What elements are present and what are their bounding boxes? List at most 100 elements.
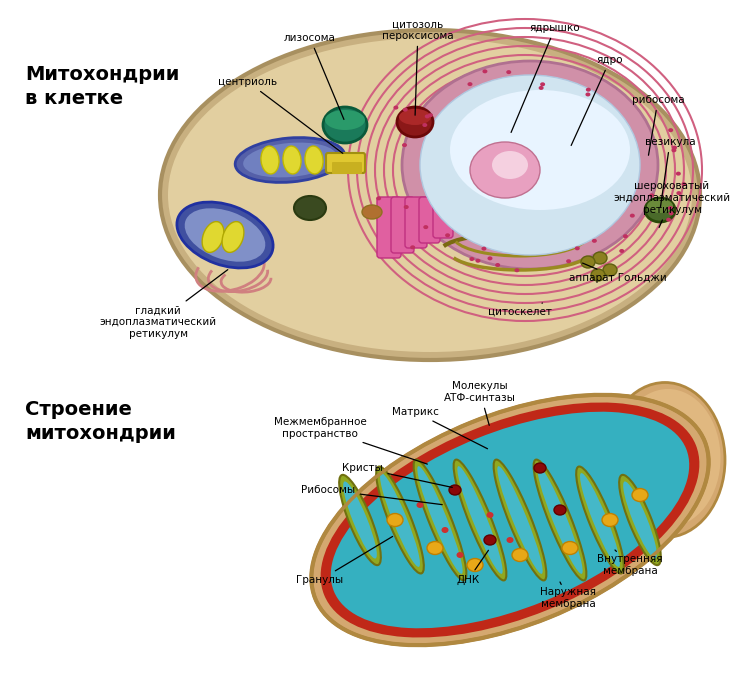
Ellipse shape <box>507 537 514 543</box>
Ellipse shape <box>645 198 675 222</box>
Text: Митохондрии
в клетке: Митохондрии в клетке <box>25 65 180 108</box>
Ellipse shape <box>566 259 571 263</box>
Ellipse shape <box>420 75 640 255</box>
Text: ядрышко: ядрышко <box>511 23 581 132</box>
Ellipse shape <box>325 110 365 130</box>
Ellipse shape <box>497 466 543 574</box>
Ellipse shape <box>323 107 367 143</box>
Ellipse shape <box>592 239 597 242</box>
Ellipse shape <box>445 234 450 237</box>
Ellipse shape <box>512 549 528 562</box>
Ellipse shape <box>615 389 720 527</box>
Ellipse shape <box>534 463 546 473</box>
Ellipse shape <box>619 249 624 253</box>
Ellipse shape <box>468 82 472 86</box>
Ellipse shape <box>311 395 708 645</box>
Ellipse shape <box>417 502 423 508</box>
FancyBboxPatch shape <box>332 162 362 174</box>
Ellipse shape <box>403 108 408 112</box>
Ellipse shape <box>487 512 493 518</box>
Ellipse shape <box>222 221 244 252</box>
Text: Рибосомы: Рибосомы <box>301 485 442 505</box>
Ellipse shape <box>339 475 381 565</box>
FancyBboxPatch shape <box>405 197 427 248</box>
Ellipse shape <box>376 197 381 201</box>
Ellipse shape <box>681 182 687 186</box>
Text: везикула: везикула <box>644 137 696 208</box>
Ellipse shape <box>493 460 547 580</box>
Ellipse shape <box>562 542 578 554</box>
Ellipse shape <box>492 151 528 179</box>
Ellipse shape <box>456 552 463 558</box>
Ellipse shape <box>506 70 511 74</box>
Ellipse shape <box>623 234 628 238</box>
Ellipse shape <box>202 221 224 252</box>
Ellipse shape <box>668 206 673 210</box>
Ellipse shape <box>397 107 433 137</box>
Ellipse shape <box>538 86 544 90</box>
Ellipse shape <box>514 269 520 272</box>
Ellipse shape <box>305 146 323 174</box>
Ellipse shape <box>243 142 337 177</box>
Ellipse shape <box>404 205 409 209</box>
Ellipse shape <box>495 263 500 267</box>
FancyBboxPatch shape <box>377 197 401 258</box>
Ellipse shape <box>402 61 658 269</box>
Ellipse shape <box>672 145 677 149</box>
Ellipse shape <box>669 211 674 215</box>
Ellipse shape <box>376 466 424 573</box>
Text: рибосома: рибосома <box>632 95 684 155</box>
Ellipse shape <box>449 485 461 495</box>
Text: Гранулы: Гранулы <box>296 536 393 585</box>
Ellipse shape <box>483 69 487 73</box>
Text: гладкий
эндоплазматический
ретикулум: гладкий эндоплазматический ретикулум <box>99 270 228 338</box>
Ellipse shape <box>453 460 506 580</box>
Ellipse shape <box>457 466 502 574</box>
Ellipse shape <box>540 82 545 86</box>
Ellipse shape <box>605 382 725 538</box>
Text: Наружная
мембрана: Наружная мембрана <box>540 582 596 609</box>
Ellipse shape <box>168 38 692 352</box>
Ellipse shape <box>393 105 399 110</box>
FancyBboxPatch shape <box>326 153 365 173</box>
FancyBboxPatch shape <box>391 197 414 253</box>
Ellipse shape <box>603 264 617 276</box>
Ellipse shape <box>580 473 620 567</box>
Text: цитозоль
пероксисома: цитозоль пероксисома <box>382 19 453 115</box>
Ellipse shape <box>380 473 420 567</box>
Ellipse shape <box>261 146 279 174</box>
Ellipse shape <box>467 558 483 571</box>
Text: Матрикс: Матрикс <box>392 407 487 449</box>
Ellipse shape <box>484 535 496 545</box>
Text: лизосома: лизосома <box>284 33 344 119</box>
Ellipse shape <box>475 259 481 263</box>
Ellipse shape <box>672 148 676 152</box>
Ellipse shape <box>469 257 475 261</box>
Text: ДНК: ДНК <box>456 550 489 585</box>
Text: Внутренняя
мембрана: Внутренняя мембрана <box>597 550 663 576</box>
Ellipse shape <box>602 514 618 527</box>
Ellipse shape <box>576 466 624 573</box>
Ellipse shape <box>343 482 377 558</box>
Text: цитоскелет: цитоскелет <box>488 303 552 317</box>
Ellipse shape <box>470 142 540 198</box>
FancyBboxPatch shape <box>419 197 440 243</box>
Ellipse shape <box>649 193 654 197</box>
Ellipse shape <box>423 123 427 127</box>
Ellipse shape <box>669 128 673 132</box>
Ellipse shape <box>575 247 580 250</box>
Ellipse shape <box>481 247 487 251</box>
Ellipse shape <box>623 482 656 558</box>
Ellipse shape <box>554 505 566 515</box>
Ellipse shape <box>160 30 700 360</box>
Ellipse shape <box>441 527 448 533</box>
Ellipse shape <box>423 225 429 229</box>
Ellipse shape <box>428 113 433 117</box>
Text: Строение
митохондрии: Строение митохондрии <box>25 400 176 443</box>
Ellipse shape <box>294 196 326 220</box>
Ellipse shape <box>331 412 690 628</box>
Text: шероховатый
эндоплазматический
ретикулум: шероховатый эндоплазматический ретикулум <box>614 182 730 227</box>
Text: ядро: ядро <box>572 55 623 145</box>
Ellipse shape <box>414 460 466 580</box>
Ellipse shape <box>676 172 681 175</box>
